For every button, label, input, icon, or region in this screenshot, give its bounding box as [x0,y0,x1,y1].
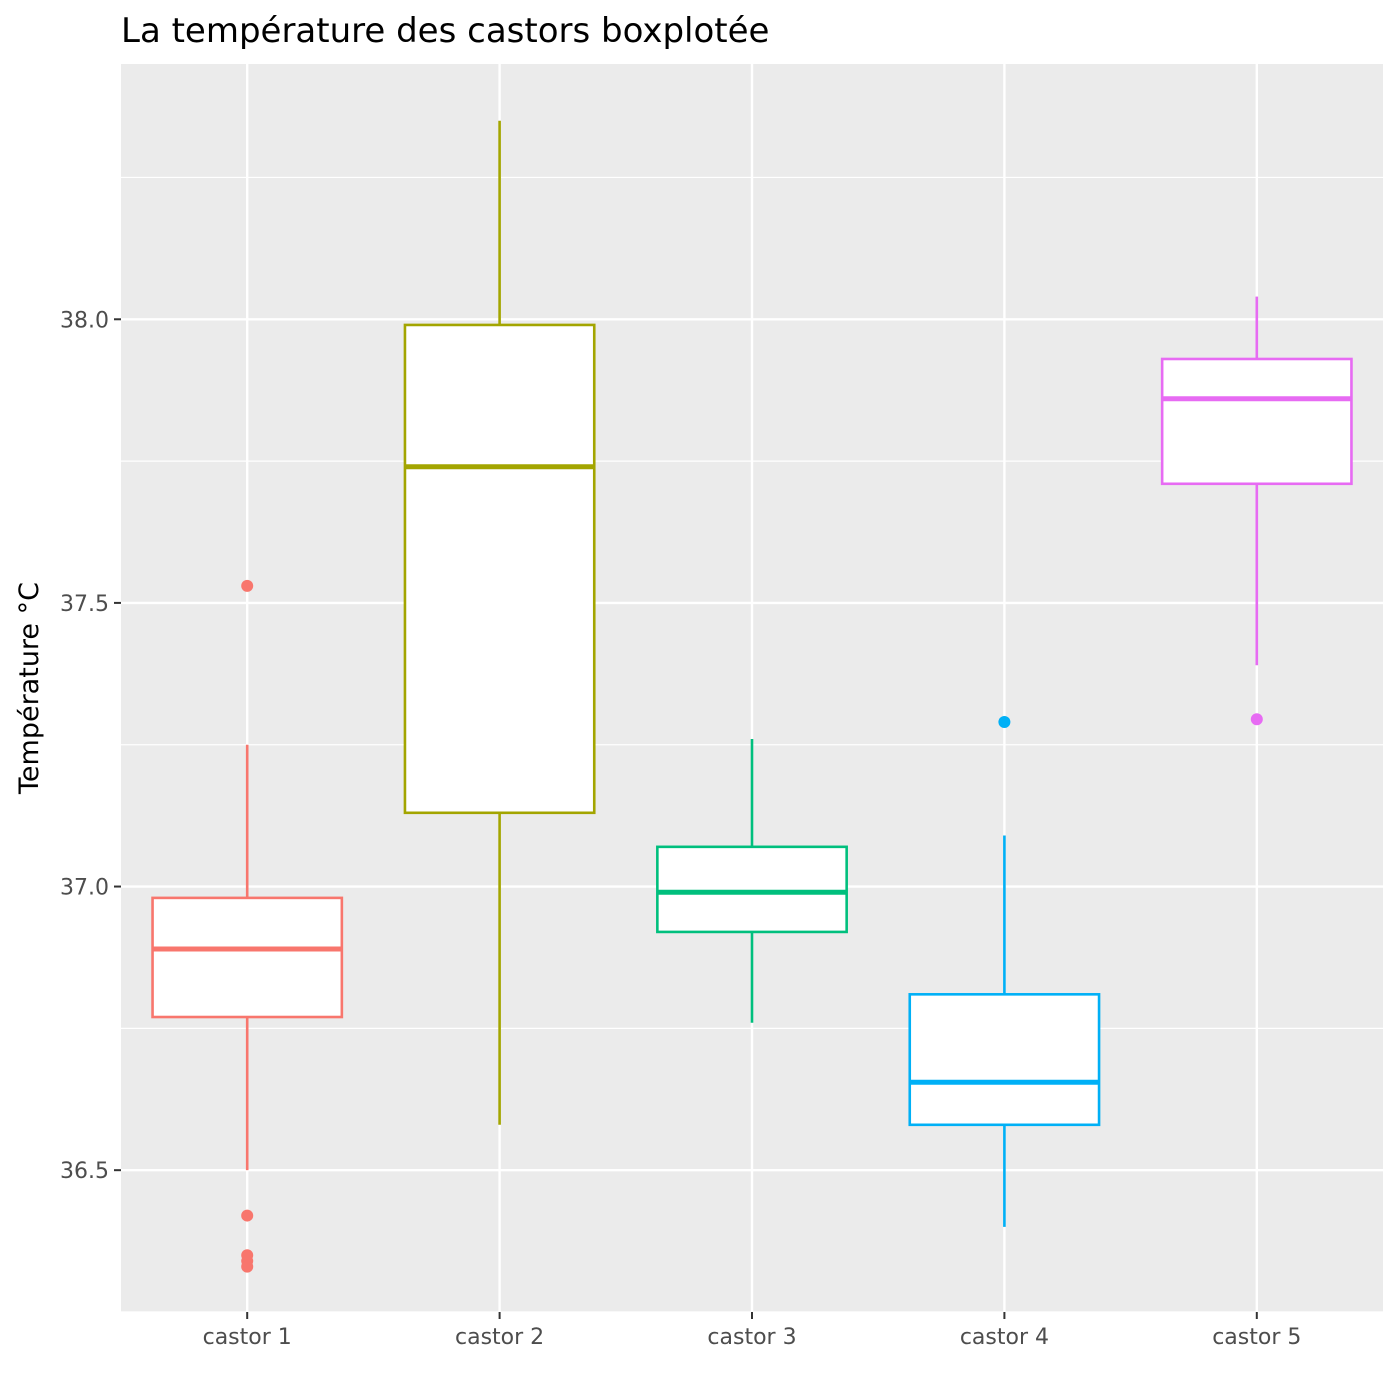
y-axis: 36.5 37.0 37.5 38.0 [60,308,121,1184]
box-iqr [403,323,596,815]
box-group [151,579,344,1273]
x-tick-label: castor 5 [1212,1325,1301,1350]
y-axis-label: Température °C [14,582,45,795]
x-axis: castor 1 castor 2 castor 3 castor 4 castor 5 [203,1312,1301,1350]
y-tick-label: 37.5 [60,592,109,617]
box-group [656,739,848,1023]
y-tick-label: 36.5 [60,1159,109,1184]
x-tick-label: castor 1 [203,1325,292,1350]
chart-title: La température des castors boxplotée [121,11,769,51]
outlier-point [241,1260,254,1273]
x-tick-label: castor 3 [707,1325,796,1350]
outlier-point [1250,713,1263,726]
x-tick-label: castor 2 [455,1325,544,1350]
box-group [403,120,596,1125]
box-group [1160,296,1353,726]
outlier-point [241,1209,254,1222]
box-iqr [656,845,848,934]
box-iqr [1160,357,1353,486]
outlier-point [998,716,1011,729]
y-tick-label: 37.0 [60,876,109,901]
box-iqr [151,896,344,1019]
x-tick-label: castor 4 [960,1325,1049,1350]
box-iqr [908,993,1101,1127]
box-group [908,716,1101,1227]
boxes-layer [151,120,1353,1273]
outlier-point [241,579,254,592]
y-tick-label: 38.0 [60,308,109,333]
